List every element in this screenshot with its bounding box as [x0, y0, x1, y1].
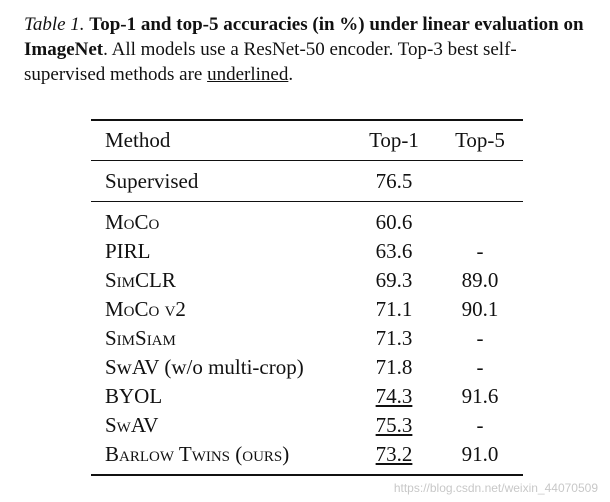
row-top5: 91.6: [461, 384, 499, 408]
row-method: Barlow Twins (ours): [105, 442, 290, 466]
row-top5: -: [476, 355, 484, 379]
watermark: https://blog.csdn.net/weixin_44070509: [393, 481, 598, 495]
table-row: BYOL 74.3 91.6: [91, 382, 523, 411]
table-row: Barlow Twins (ours) 73.2 91.0: [91, 440, 523, 469]
row-top5: -: [476, 326, 484, 350]
table-top-rule: [91, 119, 523, 121]
table-caption: Table 1. Top-1 and top-5 accuracies (in …: [24, 12, 590, 87]
row-top1: 74.3: [375, 384, 413, 408]
row-method: BYOL: [105, 384, 163, 408]
table-header-row: Method Top-1 Top-5: [91, 126, 523, 155]
supervised-top1: 76.5: [375, 169, 413, 193]
header-top5: Top-5: [455, 128, 505, 152]
row-top1: 63.6: [375, 239, 413, 263]
row-top5: 89.0: [461, 268, 499, 292]
caption-title: Top-1 and top-5 accuracies (in %) under …: [24, 14, 584, 60]
table-bottom-rule: [91, 474, 523, 476]
table-row: SwAV 75.3 -: [91, 411, 523, 440]
caption-label: Table 1.: [24, 14, 85, 35]
supervised-row: Supervised 76.5: [91, 167, 523, 196]
table-row: SimSiam 71.3 -: [91, 324, 523, 353]
caption-underlined-word: underlined: [207, 64, 289, 85]
header-method: Method: [105, 128, 171, 152]
header-rule: [91, 160, 523, 161]
row-top5: -: [476, 239, 484, 263]
table-row: PIRL 63.6 -: [91, 237, 523, 266]
table-row: MoCo v2 71.1 90.1: [91, 295, 523, 324]
caption-text: . All models use a ResNet-50 encoder. To…: [24, 39, 517, 85]
row-method: SimCLR: [105, 268, 176, 292]
row-method: SwAV (w/o multi-crop): [105, 355, 304, 379]
row-method: MoCo: [105, 210, 160, 234]
header-top1: Top-1: [369, 128, 419, 152]
supervised-method: Supervised: [105, 169, 199, 193]
row-top1: 71.1: [375, 297, 413, 321]
table-row: SwAV (w/o multi-crop) 71.8 -: [91, 353, 523, 382]
row-top1: 60.6: [375, 210, 413, 234]
row-top1: 75.3: [375, 413, 413, 437]
row-method: PIRL: [105, 239, 151, 263]
row-top5: 90.1: [461, 297, 499, 321]
caption-end: .: [288, 64, 294, 85]
row-top1: 69.3: [375, 268, 413, 292]
row-method: SwAV: [105, 413, 159, 437]
row-top5: -: [476, 413, 484, 437]
supervised-rule: [91, 201, 523, 202]
row-top1: 71.8: [375, 355, 413, 379]
table-row: SimCLR 69.3 89.0: [91, 266, 523, 295]
row-method: MoCo v2: [105, 297, 186, 321]
row-top1: 73.2: [375, 442, 413, 466]
table-row: MoCo 60.6: [91, 208, 523, 237]
row-method: SimSiam: [105, 326, 176, 350]
row-top5: 91.0: [461, 442, 499, 466]
row-top1: 71.3: [375, 326, 413, 350]
